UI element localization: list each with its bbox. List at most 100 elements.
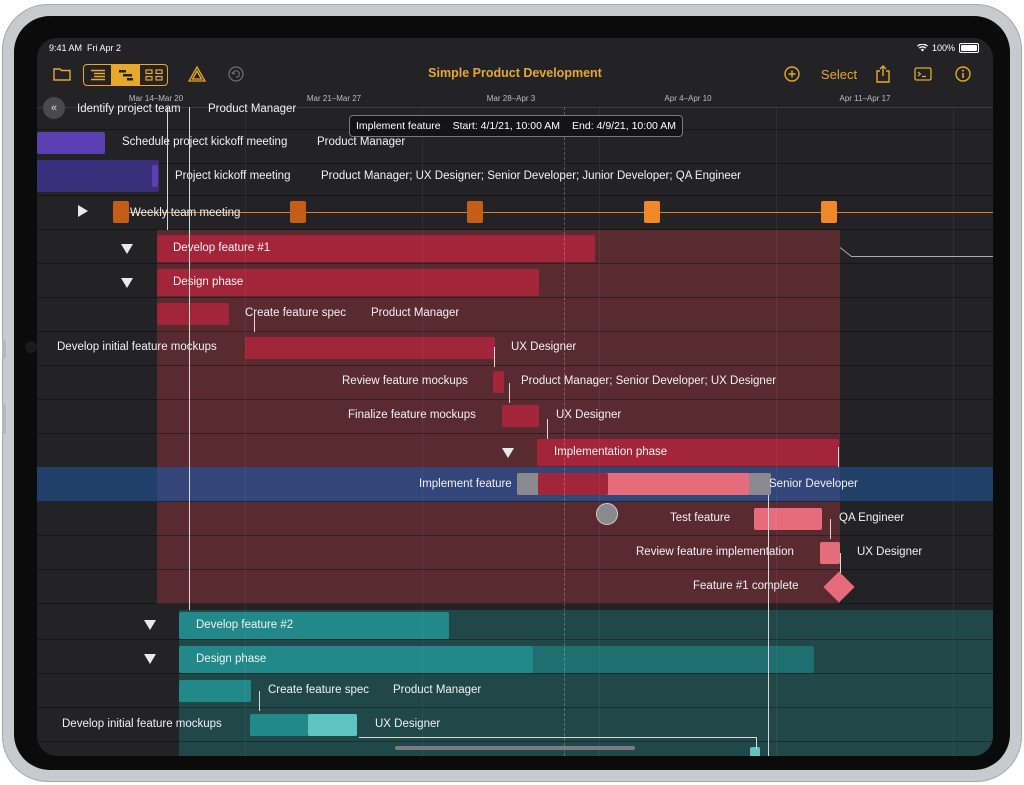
table-row[interactable]	[37, 161, 993, 196]
home-indicator	[395, 746, 635, 750]
task-bar[interactable]	[820, 542, 840, 564]
task-bar-remaining	[308, 714, 357, 736]
tooltip-start: Start: 4/1/21, 10:00 AM	[452, 120, 561, 132]
table-row[interactable]	[37, 569, 993, 604]
task-bar[interactable]	[37, 132, 105, 154]
inspector-icon[interactable]	[912, 63, 934, 85]
collapse-triangle-icon[interactable]	[144, 620, 156, 630]
table-row[interactable]	[37, 365, 993, 400]
meeting-marker[interactable]	[113, 201, 129, 223]
group-bar[interactable]	[179, 612, 449, 639]
task-name: Implementation phase	[554, 446, 668, 458]
task-bar[interactable]	[179, 680, 251, 702]
task-bar[interactable]	[245, 337, 495, 359]
task-resources: Product Manager	[317, 136, 406, 148]
task-name: Develop feature #2	[196, 619, 294, 631]
task-name: Create feature spec	[245, 307, 347, 319]
task-bar[interactable]	[152, 165, 158, 187]
week-label: Mar 21–Mar 27	[306, 94, 362, 103]
table-row[interactable]	[37, 297, 993, 332]
meeting-marker[interactable]	[290, 201, 306, 223]
table-row[interactable]	[37, 673, 993, 708]
dependency-line	[189, 107, 190, 610]
collapse-triangle-icon[interactable]	[502, 448, 514, 458]
collapse-triangle-icon[interactable]	[121, 244, 133, 254]
task-resources: Product Manager; Senior Developer; UX De…	[521, 375, 777, 387]
table-row[interactable]	[37, 501, 993, 536]
group-bar[interactable]	[157, 269, 539, 296]
table-row[interactable]	[37, 433, 993, 468]
undo-icon[interactable]	[225, 63, 247, 85]
table-row[interactable]	[37, 129, 993, 164]
collapse-chevron-icon[interactable]: «	[43, 97, 65, 119]
group-bar[interactable]	[537, 439, 839, 466]
table-row[interactable]	[37, 195, 993, 230]
table-row[interactable]	[37, 535, 993, 570]
task-name: Test feature	[670, 512, 731, 524]
select-button[interactable]: Select	[820, 66, 858, 82]
dependency-line	[840, 553, 841, 573]
outline-view-icon[interactable]	[84, 65, 112, 85]
task-bar[interactable]	[502, 405, 539, 427]
today-line	[564, 107, 565, 756]
week-label: Mar 28–Apr 3	[486, 94, 536, 103]
table-row[interactable]	[37, 331, 993, 366]
info-icon[interactable]	[952, 63, 974, 85]
task-progress	[538, 473, 608, 495]
tooltip-end: End: 4/9/21, 10:00 AM	[572, 120, 676, 132]
toolbar: Select	[37, 58, 993, 90]
collapse-triangle-icon[interactable]	[121, 278, 133, 288]
level-icon[interactable]	[186, 63, 208, 85]
gantt-chart[interactable]: « Identify project team Product Manager …	[37, 97, 993, 756]
expand-triangle-icon[interactable]	[78, 205, 88, 217]
collapse-triangle-icon[interactable]	[144, 654, 156, 664]
camera-icon	[25, 341, 37, 353]
folder-icon[interactable]	[51, 63, 73, 85]
table-row[interactable]	[37, 399, 993, 434]
add-icon[interactable]	[781, 63, 803, 85]
task-name: Weekly team meeting	[130, 207, 241, 219]
task-resources: Product Manager	[393, 684, 482, 696]
table-row[interactable]	[37, 707, 993, 742]
table-row[interactable]	[37, 605, 993, 640]
gantt-view-icon[interactable]	[112, 65, 140, 85]
drag-handle-left[interactable]	[517, 473, 539, 495]
progress-handle-icon[interactable]	[596, 503, 618, 525]
table-row-selected[interactable]	[37, 467, 993, 502]
table-row[interactable]	[37, 639, 993, 674]
task-name: Implement feature	[419, 478, 512, 490]
task-name: Develop feature #1	[173, 242, 271, 254]
task-name: Project kickoff meeting	[175, 170, 291, 182]
task-name: Review feature implementation	[636, 546, 794, 558]
timeline-header: Mar 14–Mar 20 Mar 21–Mar 27 Mar 28–Apr 3…	[37, 90, 993, 108]
meeting-marker[interactable]	[644, 201, 660, 223]
task-bar[interactable]	[493, 371, 504, 393]
meeting-marker[interactable]	[467, 201, 483, 223]
dependency-line	[547, 419, 548, 439]
tooltip-task: Implement feature	[356, 120, 441, 132]
meeting-marker[interactable]	[821, 201, 837, 223]
task-name: Schedule project kickoff meeting	[122, 136, 288, 148]
dependency-line	[509, 383, 510, 403]
task-bar[interactable]	[754, 508, 822, 530]
share-icon[interactable]	[872, 63, 894, 85]
task-bar-background	[37, 160, 159, 192]
group-bar[interactable]	[179, 646, 533, 673]
task-resources: Product Manager; UX Designer; Senior Dev…	[321, 170, 741, 182]
dependency-line	[768, 495, 769, 756]
group-bar[interactable]	[157, 235, 595, 262]
task-name: Design phase	[196, 653, 267, 665]
table-row[interactable]	[37, 263, 993, 298]
dependency-line	[756, 737, 757, 749]
status-date: Fri Apr 2	[87, 43, 122, 53]
network-view-icon[interactable]	[140, 65, 167, 85]
view-mode-segmented-control[interactable]	[83, 64, 168, 86]
dependency-line	[254, 314, 255, 332]
task-name: Identify project team	[77, 103, 181, 115]
drag-handle-right[interactable]	[749, 473, 771, 495]
task-bar[interactable]	[157, 303, 229, 325]
task-resources: UX Designer	[556, 409, 622, 421]
task-bar[interactable]	[750, 747, 760, 756]
table-row[interactable]	[37, 229, 993, 264]
task-resources: Product Manager	[208, 103, 297, 115]
